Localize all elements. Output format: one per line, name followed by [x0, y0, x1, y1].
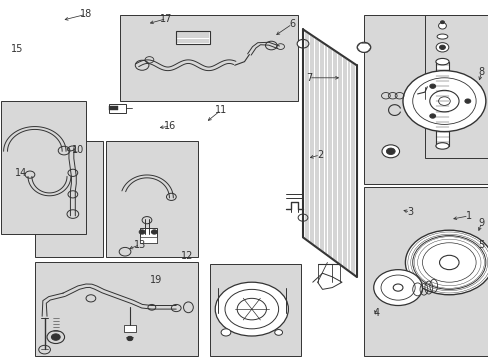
- Text: 7: 7: [305, 73, 311, 83]
- Ellipse shape: [435, 58, 448, 65]
- Circle shape: [215, 282, 288, 336]
- Bar: [210, 264, 300, 356]
- Circle shape: [429, 84, 435, 88]
- Circle shape: [298, 214, 307, 221]
- Text: 3: 3: [407, 207, 412, 217]
- Text: 16: 16: [164, 121, 176, 131]
- Text: 8: 8: [477, 67, 484, 77]
- Circle shape: [356, 42, 370, 52]
- Circle shape: [221, 329, 230, 336]
- Circle shape: [464, 99, 470, 103]
- Text: 2: 2: [316, 150, 323, 160]
- Bar: [105, 140, 198, 257]
- Text: 15: 15: [11, 44, 23, 54]
- Text: 12: 12: [181, 251, 193, 261]
- Bar: [176, 31, 210, 44]
- Circle shape: [139, 230, 145, 234]
- Bar: [140, 228, 157, 243]
- Bar: [363, 187, 488, 356]
- Text: 14: 14: [15, 168, 27, 178]
- Text: 4: 4: [372, 308, 378, 318]
- Circle shape: [440, 21, 444, 24]
- Bar: [35, 262, 198, 356]
- Bar: [109, 106, 118, 110]
- Text: 5: 5: [477, 239, 484, 249]
- Text: 17: 17: [160, 14, 172, 24]
- Text: 11: 11: [215, 105, 227, 115]
- Bar: [140, 237, 157, 243]
- Bar: [35, 140, 103, 257]
- Bar: [123, 325, 136, 332]
- Circle shape: [439, 45, 445, 49]
- Text: 1: 1: [465, 211, 471, 221]
- Bar: [363, 15, 488, 184]
- Ellipse shape: [435, 143, 448, 149]
- Text: 18: 18: [80, 9, 92, 19]
- Bar: [120, 15, 298, 101]
- Bar: [424, 15, 488, 158]
- Text: 10: 10: [71, 144, 83, 154]
- Text: 6: 6: [288, 19, 295, 29]
- Bar: [404, 102, 410, 107]
- Text: 19: 19: [149, 275, 162, 285]
- Circle shape: [297, 40, 308, 48]
- Circle shape: [386, 148, 394, 154]
- Bar: [0, 101, 86, 234]
- Bar: [435, 62, 448, 146]
- Circle shape: [435, 42, 448, 52]
- Ellipse shape: [436, 34, 447, 39]
- Circle shape: [429, 114, 435, 118]
- Circle shape: [51, 334, 60, 340]
- Circle shape: [402, 71, 485, 132]
- Text: 13: 13: [134, 239, 146, 249]
- Circle shape: [373, 270, 422, 306]
- Circle shape: [151, 230, 157, 234]
- Circle shape: [381, 145, 399, 158]
- Text: 9: 9: [477, 218, 484, 228]
- Bar: [109, 104, 125, 113]
- Ellipse shape: [438, 23, 446, 29]
- Circle shape: [274, 329, 282, 335]
- Circle shape: [405, 230, 488, 295]
- Circle shape: [127, 336, 133, 341]
